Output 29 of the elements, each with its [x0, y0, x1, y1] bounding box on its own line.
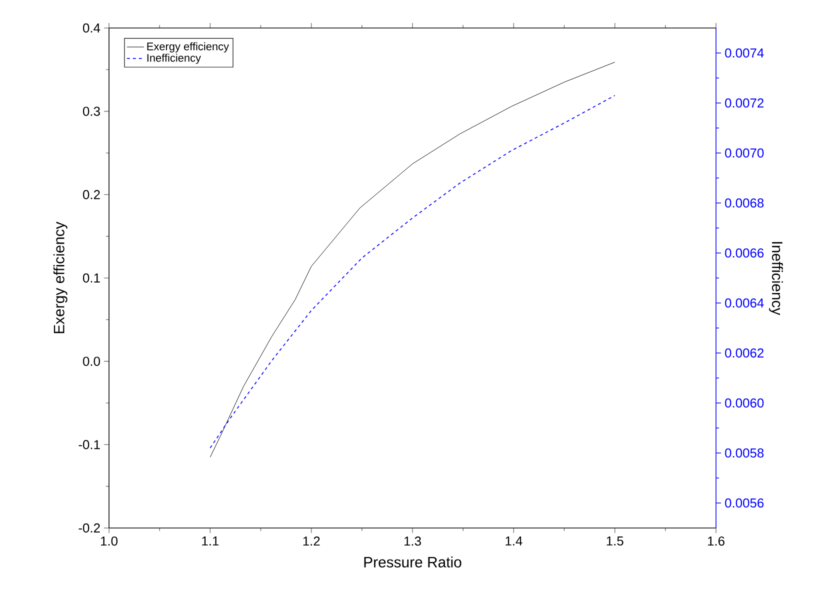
y2-tick-label: 0.0060	[725, 398, 764, 408]
y2-tick-label: 0.0068	[725, 198, 764, 208]
y2-tick-label: 0.0072	[725, 98, 764, 108]
y2-tick-label: 0.0064	[725, 298, 764, 308]
x-tick-label: 1.6	[708, 536, 724, 546]
y2-tick-label: 0.0062	[725, 348, 764, 358]
y2-tick-label: 0.0066	[725, 248, 764, 258]
x-tick-label: 1.0	[100, 536, 118, 546]
y2-tick-label: 0.0058	[725, 448, 764, 458]
x-axis-title: Pressure Ratio	[364, 556, 462, 568]
legend-label: Exergy efficiency	[147, 42, 229, 52]
y-tick-label: 0.1	[82, 273, 100, 283]
legend-label: Inefficiency	[147, 54, 201, 64]
y2-tick-label: 0.0070	[725, 148, 764, 158]
y-tick-label: 0.3	[82, 106, 100, 116]
y2-tick-label: 0.0056	[725, 498, 764, 508]
y-tick-label: -0.1	[78, 440, 100, 450]
y-axis-title: Exergy efficiency	[53, 222, 68, 334]
x-tick-label: 1.3	[404, 536, 421, 546]
y-tick-label: 0.0	[82, 356, 100, 366]
y-tick-label: -0.2	[78, 523, 100, 533]
y-tick-label: 0.4	[82, 23, 100, 33]
x-tick-label: 1.4	[506, 536, 522, 546]
y2-axis-title: Inefficiency	[768, 242, 783, 316]
x-tick-label: 1.2	[303, 536, 320, 546]
y2-tick-label: 0.0074	[725, 48, 764, 58]
y-tick-label: 0.2	[82, 190, 100, 200]
x-tick-label: 1.5	[606, 536, 624, 546]
x-tick-label: 1.1	[202, 536, 219, 546]
